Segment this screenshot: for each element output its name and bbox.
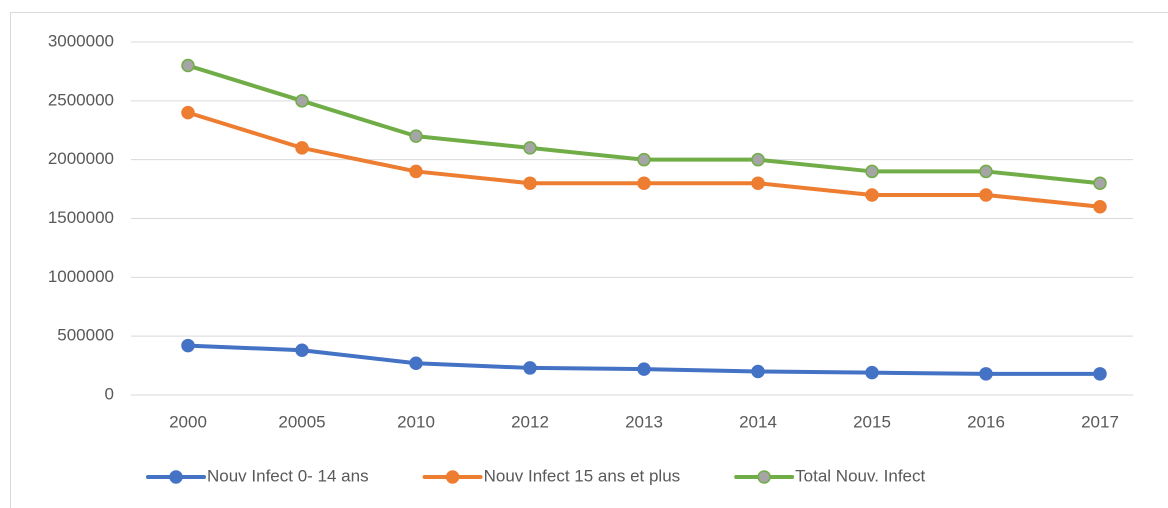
- legend-marker: [445, 470, 460, 484]
- legend-label: Nouv Infect 15 ans et plus: [484, 466, 681, 485]
- point: [751, 176, 765, 190]
- chart-border: [10, 12, 1168, 508]
- point: [637, 176, 651, 190]
- y-tick-label: 2500000: [48, 90, 114, 109]
- x-tick-label: 2017: [1081, 412, 1119, 431]
- point: [751, 152, 765, 167]
- point: [979, 367, 993, 381]
- x-tick-label: 2014: [739, 412, 777, 431]
- point: [523, 141, 537, 155]
- point: [181, 105, 195, 120]
- x-tick-label: 2012: [511, 412, 549, 431]
- point: [865, 188, 879, 202]
- point: [523, 176, 537, 190]
- legend-label: Nouv Infect 0- 14 ans: [207, 466, 369, 485]
- point: [1093, 367, 1107, 381]
- point: [181, 338, 195, 353]
- point: [181, 58, 195, 73]
- y-tick-label: 500000: [57, 326, 114, 345]
- point: [865, 365, 879, 380]
- point: [1093, 176, 1107, 190]
- y-tick-label: 2000000: [48, 149, 114, 168]
- y-tick-label: 1000000: [48, 267, 114, 286]
- legend-label: Total Nouv. Infect: [795, 466, 925, 485]
- point: [295, 94, 309, 108]
- x-tick-label: 2010: [397, 412, 435, 431]
- point: [637, 152, 651, 167]
- x-tick-label: 2016: [967, 412, 1005, 431]
- point: [409, 164, 423, 179]
- point: [409, 356, 423, 370]
- point: [865, 164, 879, 179]
- y-tick-label: 3000000: [48, 31, 114, 50]
- y-tick-label: 1500000: [48, 208, 114, 227]
- legend-marker: [169, 470, 183, 484]
- point: [637, 362, 651, 376]
- point: [409, 129, 423, 143]
- x-tick-label: 2015: [853, 412, 891, 431]
- point: [295, 343, 309, 358]
- point: [751, 364, 765, 379]
- x-tick-label: 2000: [169, 412, 207, 431]
- point: [523, 361, 537, 375]
- point: [979, 188, 993, 202]
- point: [295, 141, 309, 155]
- legend-marker: [757, 470, 771, 484]
- x-tick-label: 20005: [278, 412, 325, 431]
- x-tick-label: 2013: [625, 412, 663, 431]
- y-tick-label: 0: [105, 384, 114, 403]
- point: [979, 164, 993, 179]
- point: [1093, 199, 1107, 214]
